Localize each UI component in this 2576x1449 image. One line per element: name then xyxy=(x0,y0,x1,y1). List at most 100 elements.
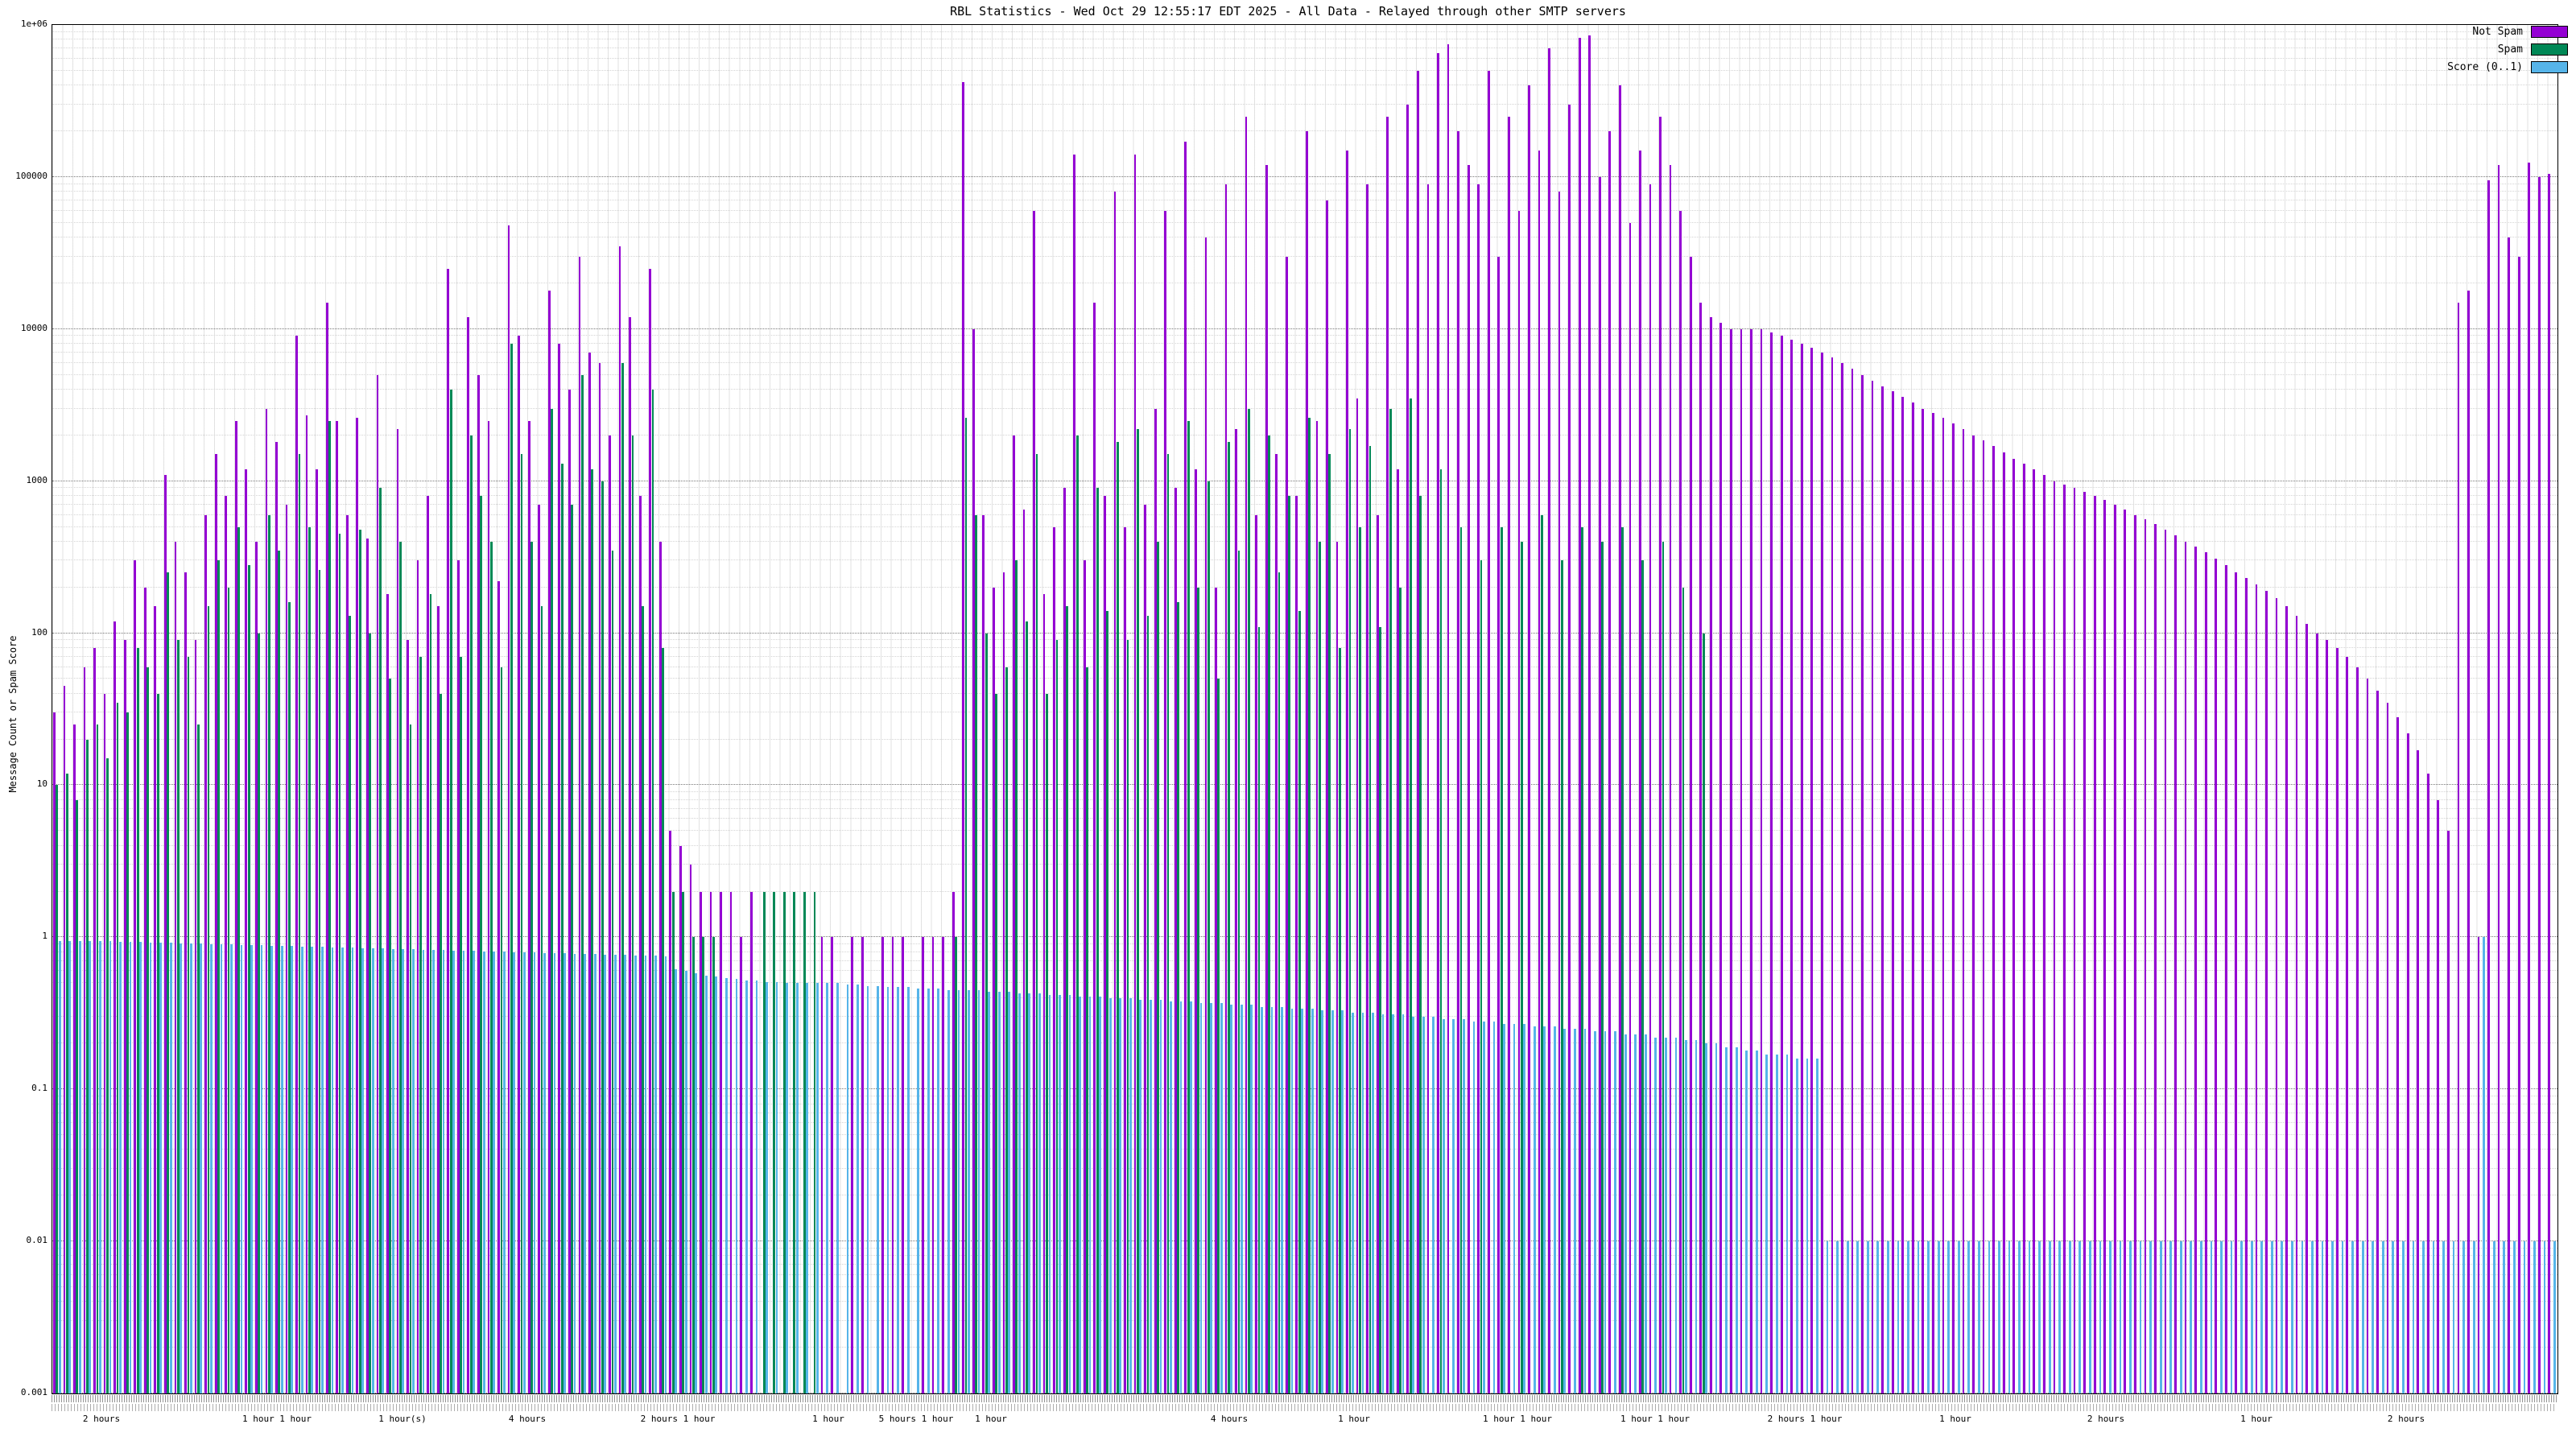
bar-score xyxy=(1988,1241,1991,1393)
bar-score xyxy=(502,951,506,1393)
bar-score xyxy=(1563,1029,1567,1393)
bar-notspam xyxy=(1992,446,1996,1393)
bar-score xyxy=(613,954,617,1393)
bar-score xyxy=(2190,1241,2193,1393)
bar-notspam xyxy=(1649,184,1652,1393)
bar-spam xyxy=(1166,454,1170,1393)
bar-notspam xyxy=(325,302,328,1393)
bar-score xyxy=(2361,1241,2364,1393)
bar-spam xyxy=(65,773,68,1393)
bar-notspam xyxy=(1962,429,1965,1393)
bar-notspam xyxy=(1760,328,1763,1393)
bar-score xyxy=(260,944,263,1393)
bar-spam xyxy=(1328,454,1331,1393)
bar-notspam xyxy=(2315,633,2318,1393)
bar-score xyxy=(2412,1241,2415,1393)
bar-spam xyxy=(551,408,553,1393)
bar-notspam xyxy=(1063,488,1066,1393)
gridline xyxy=(52,191,2557,192)
bar-notspam xyxy=(629,316,631,1393)
legend-swatch-spam xyxy=(2531,43,2568,56)
bar-score xyxy=(1917,1241,1920,1393)
bar-notspam xyxy=(1184,142,1187,1393)
bar-notspam xyxy=(993,587,995,1393)
bar-notspam xyxy=(588,353,591,1393)
bar-score xyxy=(1402,1014,1405,1393)
bar-score xyxy=(2139,1241,2142,1393)
x-axis: 2 hours 1 hour 1 hour 1 hour(s) 4 hours 2 ho… xyxy=(52,1395,2557,1443)
bar-notspam xyxy=(2103,500,2107,1393)
bar-score xyxy=(1361,1012,1364,1393)
bar-score xyxy=(2331,1241,2334,1393)
bar-score xyxy=(371,947,374,1393)
x-group-label: 4 hours xyxy=(1210,1414,1249,1424)
bar-spam xyxy=(349,616,352,1393)
bar-spam xyxy=(955,937,957,1393)
bar-notspam xyxy=(2053,481,2056,1393)
bar-spam xyxy=(440,693,442,1393)
bar-score xyxy=(564,952,566,1393)
bar-score xyxy=(543,952,546,1393)
bar-notspam xyxy=(1255,514,1257,1393)
bar-spam xyxy=(1500,526,1503,1393)
bar-score xyxy=(321,946,324,1393)
bar-notspam xyxy=(1901,396,1905,1393)
bar-notspam xyxy=(225,496,228,1393)
bar-notspam xyxy=(547,290,551,1393)
y-tick-label: 0.01 xyxy=(26,1235,48,1246)
bar-notspam xyxy=(1800,344,1803,1393)
bar-notspam xyxy=(174,541,177,1393)
bar-spam xyxy=(167,572,170,1393)
gridline xyxy=(52,1042,2557,1044)
bar-notspam xyxy=(1861,374,1864,1393)
bar-score xyxy=(766,981,768,1393)
bar-notspam xyxy=(729,891,733,1393)
bar-score xyxy=(1967,1241,1971,1393)
bar-notspam xyxy=(1699,302,1703,1393)
bar-spam xyxy=(1237,550,1241,1393)
bar-score xyxy=(917,989,920,1393)
gridline xyxy=(52,738,2557,740)
bar-spam xyxy=(1026,621,1028,1393)
bar-score xyxy=(1059,994,1061,1393)
bar-notspam xyxy=(2224,565,2227,1393)
bar-score xyxy=(1372,1012,1374,1393)
bar-score xyxy=(2169,1241,2173,1393)
bar-score xyxy=(280,945,283,1393)
bar-notspam xyxy=(1285,256,1288,1393)
plot-area xyxy=(52,24,2558,1394)
x-group-label: 1 hour xyxy=(975,1414,1007,1424)
bar-notspam xyxy=(700,891,702,1393)
bar-score xyxy=(482,951,485,1393)
bar-score xyxy=(341,947,344,1393)
bar-spam xyxy=(308,526,311,1393)
bar-spam xyxy=(530,541,533,1393)
bar-notspam xyxy=(538,504,541,1393)
bar-spam xyxy=(378,488,382,1393)
bar-score xyxy=(877,985,879,1393)
bar-score xyxy=(1725,1046,1728,1393)
bar-spam xyxy=(328,420,331,1393)
bar-notspam xyxy=(2043,474,2046,1393)
bar-score xyxy=(1644,1034,1647,1393)
bar-spam xyxy=(1641,560,1645,1393)
bar-score xyxy=(1937,1241,1940,1393)
bar-notspam xyxy=(295,336,298,1393)
bar-notspam xyxy=(669,831,672,1393)
bar-score xyxy=(1624,1034,1627,1393)
gridline xyxy=(52,24,2557,25)
gridline xyxy=(52,1247,2557,1249)
bar-notspam xyxy=(1306,131,1308,1393)
bar-spam xyxy=(1480,560,1483,1393)
bar-spam xyxy=(1116,442,1119,1393)
bar-notspam xyxy=(1204,237,1208,1393)
bar-notspam xyxy=(1770,332,1773,1393)
bar-notspam xyxy=(861,937,864,1393)
bar-notspam xyxy=(154,606,157,1393)
bar-notspam xyxy=(972,328,975,1393)
bar-score xyxy=(2543,1241,2546,1393)
gridline xyxy=(52,1016,2557,1018)
bar-score xyxy=(886,987,890,1393)
bar-score xyxy=(1079,996,1081,1393)
bar-spam xyxy=(429,594,432,1393)
